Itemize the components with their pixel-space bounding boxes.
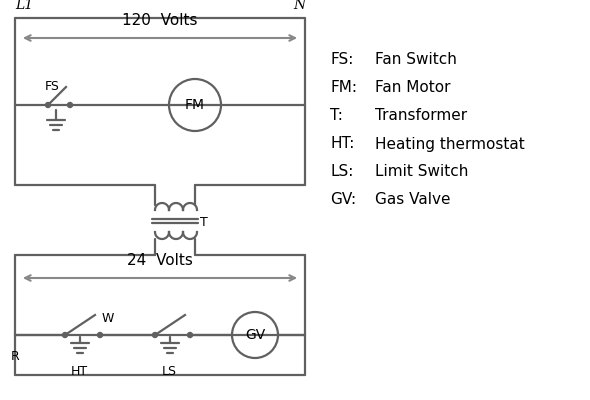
Text: FM:: FM:: [330, 80, 357, 96]
Text: N: N: [293, 0, 305, 12]
Text: Fan Switch: Fan Switch: [375, 52, 457, 68]
Circle shape: [97, 332, 103, 338]
Text: T:: T:: [330, 108, 343, 124]
Text: Gas Valve: Gas Valve: [375, 192, 451, 208]
Text: Heating thermostat: Heating thermostat: [375, 136, 525, 152]
Text: GV:: GV:: [330, 192, 356, 208]
Text: 120  Volts: 120 Volts: [122, 13, 198, 28]
Circle shape: [152, 332, 158, 338]
Text: Fan Motor: Fan Motor: [375, 80, 451, 96]
Text: FS:: FS:: [330, 52, 353, 68]
Text: LS:: LS:: [330, 164, 353, 180]
Text: W: W: [102, 312, 114, 325]
Text: HT:: HT:: [330, 136, 355, 152]
Text: FM: FM: [185, 98, 205, 112]
Circle shape: [63, 332, 67, 338]
Text: GV: GV: [245, 328, 265, 342]
Text: R: R: [11, 350, 19, 363]
Text: Limit Switch: Limit Switch: [375, 164, 468, 180]
Circle shape: [67, 102, 73, 108]
Text: FS: FS: [45, 80, 60, 93]
Text: L1: L1: [15, 0, 33, 12]
Text: LS: LS: [162, 365, 177, 378]
Text: 24  Volts: 24 Volts: [127, 253, 193, 268]
Circle shape: [188, 332, 192, 338]
Text: Transformer: Transformer: [375, 108, 467, 124]
Circle shape: [45, 102, 51, 108]
Text: T: T: [200, 216, 208, 228]
Text: HT: HT: [71, 365, 88, 378]
